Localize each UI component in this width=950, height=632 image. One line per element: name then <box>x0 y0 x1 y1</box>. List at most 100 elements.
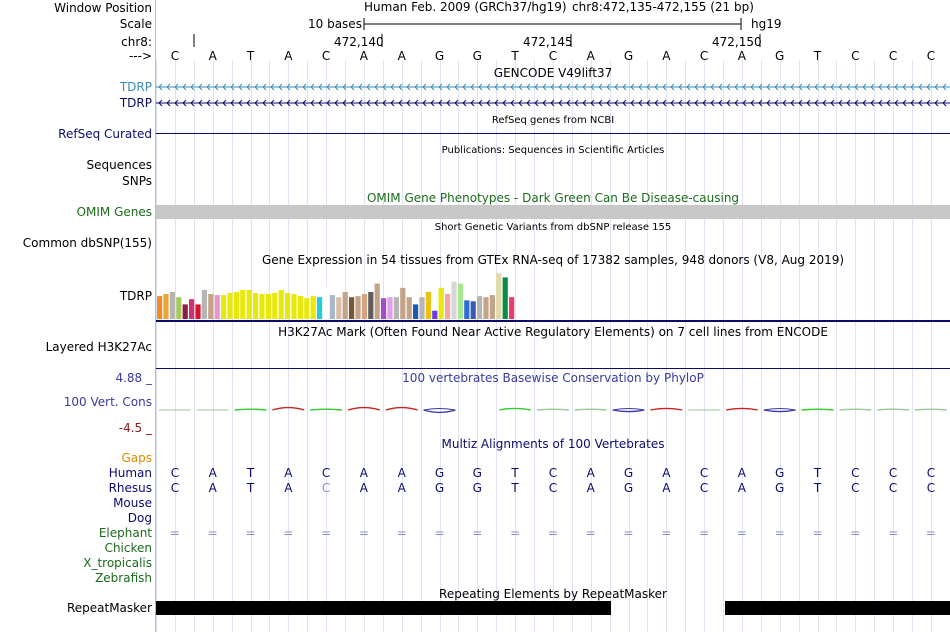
strand-arrow-icon <box>438 99 443 107</box>
gtex-bar <box>355 296 361 319</box>
strand-arrow-icon <box>182 83 187 91</box>
strand-arrow-icon <box>702 83 707 91</box>
strand-arrow-icon <box>622 99 627 107</box>
strand-arrow-icon <box>638 99 643 107</box>
refseq-gene-line[interactable] <box>156 133 950 134</box>
human-base: T <box>511 466 519 480</box>
species-label[interactable]: X_tropicalis <box>83 556 152 570</box>
gencode-gene-label-2[interactable]: TDRP <box>119 96 152 110</box>
phylop-score-mark <box>536 408 569 411</box>
strand-arrow-icon <box>158 99 163 107</box>
pubs-sequences-label[interactable]: Sequences <box>86 158 152 172</box>
gtex-bar <box>477 296 483 319</box>
strand-arrow-icon <box>422 83 427 91</box>
strand-arrow-icon <box>902 99 907 107</box>
strand-arrow-icon <box>534 83 539 91</box>
gtex-bar <box>201 289 207 319</box>
omim-phenotype-bar[interactable] <box>156 205 950 219</box>
gtex-bar <box>381 298 387 319</box>
species-label[interactable]: Mouse <box>113 496 152 510</box>
elephant-base: = <box>283 526 294 540</box>
repeat-element-block[interactable] <box>156 601 612 615</box>
strand-arrow-icon <box>414 83 419 91</box>
strand-arrow-icon <box>230 83 235 91</box>
strand-arrow-icon <box>678 99 683 107</box>
strand-arrow-icon <box>798 99 803 107</box>
gtex-track-label[interactable]: TDRP <box>119 289 152 303</box>
gtex-bar <box>329 295 335 319</box>
strand-arrow-icon <box>822 83 827 91</box>
strand-arrow-icon <box>302 83 307 91</box>
species-label[interactable]: Chicken <box>104 541 152 555</box>
strand-arrow-icon <box>502 99 507 107</box>
gtex-bar <box>246 289 252 319</box>
rhesus-base: C <box>699 481 709 495</box>
strand-arrow-icon <box>278 83 283 91</box>
tick-label-1: 472,140 <box>334 35 384 49</box>
strand-arrow-icon <box>614 99 619 107</box>
h3k27ac-track-label[interactable]: Layered H3K27Ac <box>45 340 152 354</box>
base-letter: G <box>775 49 785 63</box>
strand-arrow-icon <box>726 83 731 91</box>
pubs-track-title: Publications: Sequences in Scientific Ar… <box>441 145 665 156</box>
gtex-bar <box>157 296 163 319</box>
omim-track-label[interactable]: OMIM Genes <box>76 205 152 219</box>
pubs-snps-label[interactable]: SNPs <box>122 174 152 188</box>
rhesus-base: G <box>775 481 785 495</box>
species-label[interactable]: Dog <box>127 511 152 525</box>
strand-arrow-icon <box>606 83 611 91</box>
strand-label: ---> <box>128 49 152 63</box>
gtex-bar <box>285 293 291 319</box>
species-label[interactable]: Elephant <box>98 526 152 540</box>
gencode-gene-lines[interactable] <box>156 80 950 110</box>
strand-arrow-icon <box>822 99 827 107</box>
repeat-element-block[interactable] <box>724 601 950 615</box>
strand-arrow-icon <box>670 83 675 91</box>
strand-arrow-icon <box>590 99 595 107</box>
species-label[interactable]: Zebrafish <box>95 571 152 585</box>
snp-track-label[interactable]: Common dbSNP(155) <box>22 236 152 250</box>
strand-arrow-icon <box>270 83 275 91</box>
multiz-gaps-label[interactable]: Gaps <box>121 451 152 465</box>
elephant-base: = <box>472 526 483 540</box>
gtex-bar <box>342 292 348 319</box>
strand-arrow-icon <box>870 99 875 107</box>
strand-arrow-icon <box>526 99 531 107</box>
strand-arrow-icon <box>838 83 843 91</box>
elephant-base: = <box>623 526 634 540</box>
strand-arrow-icon <box>438 83 443 91</box>
strand-arrow-icon <box>654 83 659 91</box>
species-label[interactable]: Rhesus <box>108 481 152 495</box>
gtex-bar <box>272 293 278 319</box>
strand-arrow-icon <box>166 83 171 91</box>
rhesus-base: A <box>662 481 671 495</box>
gtex-bar <box>182 304 188 319</box>
strand-arrow-icon <box>574 99 579 107</box>
phylop-track-label[interactable]: 100 Vert. Cons <box>63 395 152 409</box>
human-base: C <box>851 466 860 480</box>
phylop-track-title: 100 vertebrates Basewise Conservation by… <box>402 371 704 385</box>
strand-arrow-icon <box>478 99 483 107</box>
phylop-score-mark <box>499 407 532 411</box>
strand-arrow-icon <box>238 99 243 107</box>
gtex-bar <box>387 297 393 319</box>
phylop-score-mark <box>839 408 872 411</box>
species-label[interactable]: Human <box>108 466 152 480</box>
refseq-track-label[interactable]: RefSeq Curated <box>58 127 152 141</box>
gtex-bar <box>489 295 495 319</box>
strand-arrow-icon <box>894 99 899 107</box>
strand-arrow-icon <box>174 83 179 91</box>
strand-arrow-icon <box>606 99 611 107</box>
gtex-bar <box>259 294 265 319</box>
gtex-bar <box>483 297 489 319</box>
rmsk-track-label[interactable]: RepeatMasker <box>66 601 152 615</box>
human-base: A <box>284 466 293 480</box>
gtex-bar <box>457 283 463 319</box>
human-base: C <box>170 466 180 480</box>
gencode-gene-label-1[interactable]: TDRP <box>119 80 152 94</box>
strand-arrow-icon <box>478 83 483 91</box>
strand-arrow-icon <box>670 99 675 107</box>
